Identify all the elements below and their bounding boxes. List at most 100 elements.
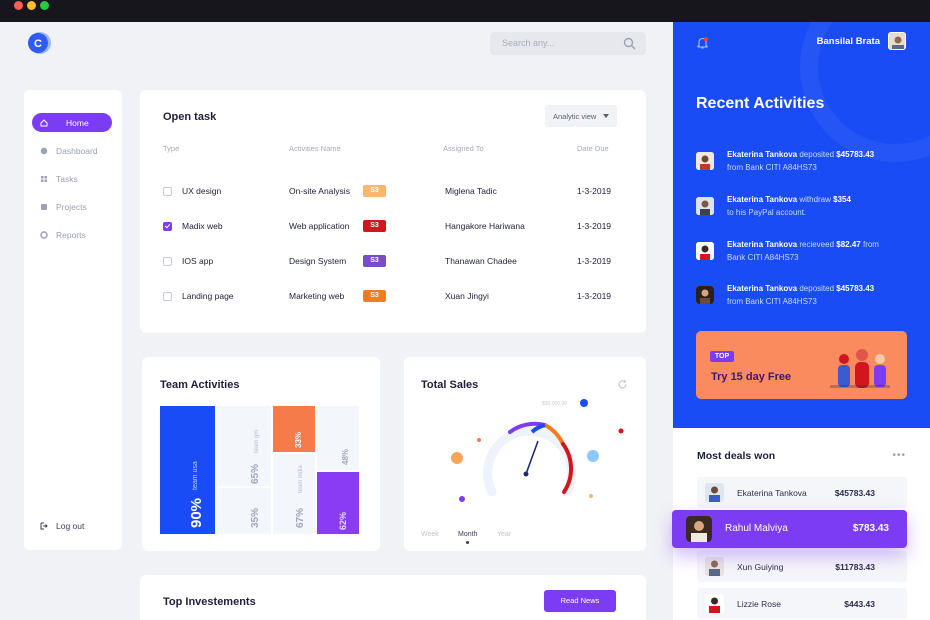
row-checkbox[interactable] — [163, 187, 172, 196]
user-avatar[interactable] — [888, 32, 906, 50]
recent-activities-title: Recent Activities — [696, 95, 825, 112]
tile-value: 35% — [250, 507, 261, 528]
analytic-view-dropdown[interactable]: Analytic view — [545, 105, 617, 127]
task-type: Madix web — [182, 221, 223, 231]
promo-tag: TOP — [710, 351, 734, 362]
refresh-icon[interactable] — [617, 379, 628, 390]
top-investments-card: Top Investements Read News — [140, 575, 646, 620]
team-tile-usa[interactable]: 90% team usa — [160, 406, 215, 534]
active-tab-indicator — [466, 541, 469, 544]
activity-name: On-site Analysis — [289, 186, 350, 196]
deal-amount: $45783.43 — [834, 488, 875, 498]
list-item[interactable]: Lizzie Rose $443.43 — [697, 588, 907, 619]
search-placeholder: Search any... — [502, 38, 555, 48]
decor-dot — [587, 450, 599, 462]
dropdown-label: Analytic view — [553, 111, 597, 121]
date-due: 1-3-2019 — [577, 186, 612, 196]
team-tile-gm[interactable] — [217, 406, 271, 486]
read-news-button[interactable]: Read News — [544, 590, 616, 612]
minimize-window-button[interactable] — [27, 1, 36, 10]
sidebar-item-reports[interactable]: Reports — [32, 225, 112, 244]
row-checkbox[interactable] — [163, 257, 172, 266]
gauge-segment — [561, 442, 574, 494]
recent-activities-panel: Bansilal Brata Recent Activities Ekateri… — [673, 22, 930, 428]
sidebar-item-dashboard[interactable]: Dashboard — [32, 141, 112, 160]
sidebar-item-label: Projects — [56, 201, 87, 212]
tile-value: 67% — [295, 507, 306, 528]
table-row[interactable]: UX design On-site Analysis S3 Miglena Ta… — [140, 181, 646, 201]
logout-button[interactable]: Log out — [32, 516, 112, 535]
table-row[interactable]: Madix web Web application S3 Hangakore H… — [140, 216, 646, 236]
tab-year[interactable]: Year — [497, 531, 512, 538]
home-icon — [40, 118, 48, 126]
gauge-max-label: $30,000.00 — [542, 401, 568, 407]
sidebar-item-label: Reports — [56, 229, 86, 240]
tile-label: team usa — [192, 461, 199, 490]
team-tile-orange[interactable]: 33% — [273, 406, 315, 452]
row-checkbox[interactable] — [163, 292, 172, 301]
gauge-pivot — [523, 471, 529, 477]
avatar — [705, 483, 724, 502]
activity-suffix: from — [862, 240, 879, 249]
search-input[interactable]: Search any... — [490, 32, 646, 55]
sidebar: Home Dashboard Tasks Projects Reports Lo… — [24, 90, 122, 550]
avatar — [696, 197, 714, 215]
decor-dot — [618, 428, 624, 434]
date-due: 1-3-2019 — [577, 291, 612, 301]
column-header: Assigned To — [443, 144, 484, 153]
status-badge: S3 — [363, 290, 386, 302]
assigned-to: Thanawan Chadee — [445, 256, 517, 266]
sidebar-item-projects[interactable]: Projects — [32, 197, 112, 216]
more-options-icon[interactable]: ••• — [892, 450, 906, 461]
team-activities-card: Team Activities 90% team usa 65% team gm… — [142, 357, 380, 551]
team-tile[interactable] — [217, 488, 271, 534]
status-badge: S3 — [363, 220, 386, 232]
team-tile-purple[interactable]: 62% — [317, 472, 359, 534]
avatar — [696, 242, 714, 260]
row-checkbox[interactable] — [163, 222, 172, 231]
tile-label: team india — [298, 465, 304, 493]
tile-label: team gm — [254, 429, 260, 453]
bell-icon[interactable] — [696, 36, 709, 50]
list-item-highlighted[interactable]: Rahul Malviya $783.43 — [672, 510, 907, 548]
sidebar-item-tasks[interactable]: Tasks — [32, 169, 112, 188]
assigned-to: Xuan Jingyi — [445, 291, 489, 301]
total-sales-title: Total Sales — [421, 379, 479, 391]
svg-text:C: C — [34, 38, 42, 50]
activity-action: recieveed — [799, 240, 835, 249]
table-row[interactable]: Landing page Marketing web S3 Xuan Jingy… — [140, 286, 646, 306]
close-window-button[interactable] — [14, 1, 23, 10]
sidebar-item-label: Tasks — [56, 173, 78, 184]
team-activities-title: Team Activities — [160, 379, 240, 391]
user-name[interactable]: Bansilal Brata — [816, 36, 880, 47]
team-tile[interactable] — [317, 406, 359, 470]
tab-week[interactable]: Week — [421, 531, 439, 538]
tab-month[interactable]: Month — [458, 531, 478, 538]
list-item[interactable]: Xun Guiying $11783.43 — [697, 551, 907, 582]
logout-label: Log out — [56, 520, 85, 531]
activity-name: Web application — [289, 221, 350, 231]
decor-dot — [451, 452, 463, 464]
deal-amount: $443.43 — [844, 599, 875, 609]
search-icon[interactable] — [623, 37, 636, 50]
sidebar-item-label: Dashboard — [56, 145, 98, 156]
table-row[interactable]: IOS app Design System S3 Thanawan Chadee… — [140, 251, 646, 271]
column-header: Type — [163, 144, 180, 153]
deal-amount: $11783.43 — [835, 562, 875, 572]
tile-value: 48% — [341, 448, 350, 465]
activity-action: deposited — [799, 150, 835, 159]
maximize-window-button[interactable] — [40, 1, 49, 10]
app-logo-icon[interactable]: C — [26, 30, 52, 56]
date-due: 1-3-2019 — [577, 221, 612, 231]
most-deals-title: Most deals won — [697, 450, 776, 462]
decor-dot — [580, 399, 588, 407]
team-tile-india[interactable] — [273, 454, 315, 534]
gauge-needle — [525, 440, 539, 475]
projects-icon — [41, 203, 47, 210]
open-task-title: Open task — [163, 111, 217, 123]
sidebar-item-home[interactable]: Home — [32, 113, 112, 132]
promo-banner[interactable]: TOP Try 15 day Free — [696, 331, 907, 399]
list-item[interactable]: Ekaterina Tankova $45783.43 — [697, 477, 907, 508]
assigned-to: Miglena Tadic — [445, 186, 497, 196]
column-header: Activities Name — [289, 144, 341, 153]
